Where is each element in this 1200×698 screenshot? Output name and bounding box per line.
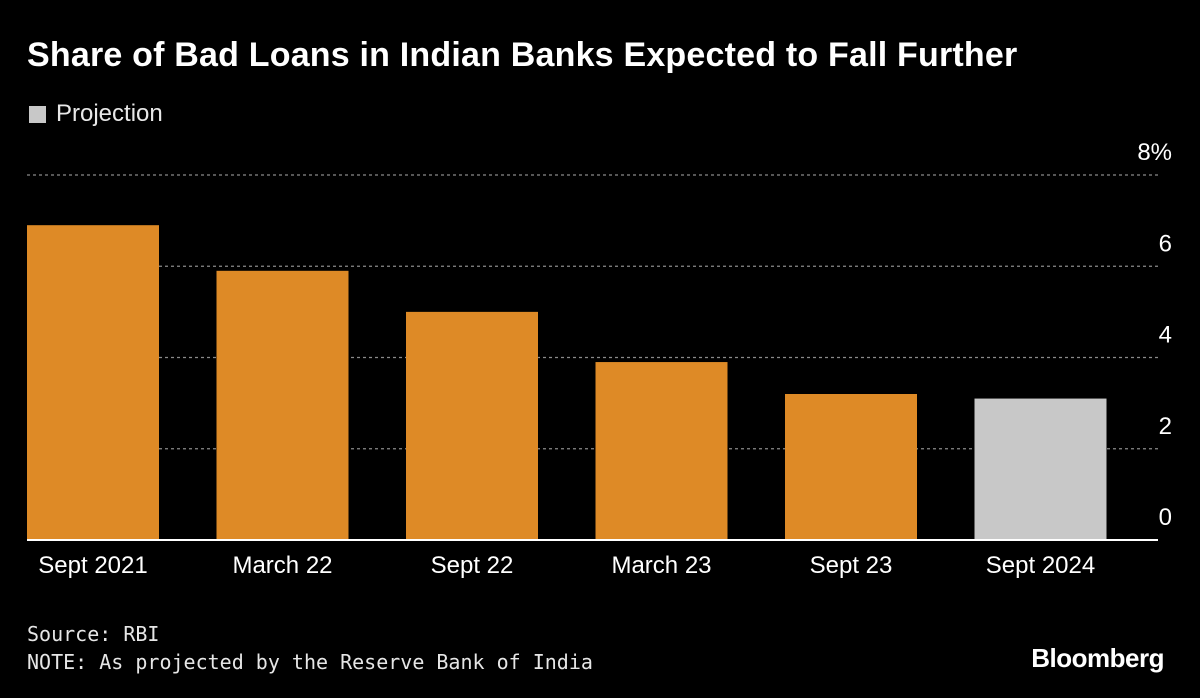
x-tick-label: March 23 bbox=[611, 552, 711, 579]
chart-title: Share of Bad Loans in Indian Banks Expec… bbox=[27, 36, 1018, 74]
y-tick-label: 6 bbox=[1159, 230, 1172, 257]
x-tick-label: Sept 22 bbox=[431, 552, 514, 579]
bars bbox=[27, 225, 1107, 540]
bloomberg-logo: Bloomberg bbox=[1031, 643, 1164, 673]
legend: Projection bbox=[29, 100, 163, 128]
y-tick-labels: 0 2 4 6 8% bbox=[1137, 139, 1172, 531]
x-tick-labels: Sept 2021 March 22 Sept 22 March 23 Sept 23 S… bbox=[38, 552, 1095, 579]
x-tick-label: Sept 23 bbox=[810, 552, 893, 579]
legend-swatch-projection bbox=[29, 105, 46, 123]
x-tick-label: Sept 2024 bbox=[986, 552, 1095, 579]
note-text: NOTE: As projected by the Reserve Bank o… bbox=[27, 650, 593, 674]
y-tick-label: 4 bbox=[1159, 322, 1172, 349]
bar-sept-2024 bbox=[974, 398, 1107, 540]
legend-label-projection: Projection bbox=[56, 100, 163, 127]
bar-sept-23 bbox=[785, 394, 917, 540]
y-tick-label: 2 bbox=[1159, 413, 1172, 440]
x-tick-label: Sept 2021 bbox=[38, 552, 147, 579]
y-tick-label: 8% bbox=[1137, 139, 1172, 166]
y-tick-label: 0 bbox=[1159, 504, 1172, 531]
bar-sept-22 bbox=[406, 311, 538, 540]
x-tick-label: March 22 bbox=[232, 552, 332, 579]
bar-march-22 bbox=[216, 270, 349, 540]
bar-sept-2021 bbox=[27, 225, 159, 540]
gridlines bbox=[27, 174, 1158, 450]
bar-march-23 bbox=[595, 362, 728, 540]
source-text: Source: RBI bbox=[27, 622, 160, 646]
